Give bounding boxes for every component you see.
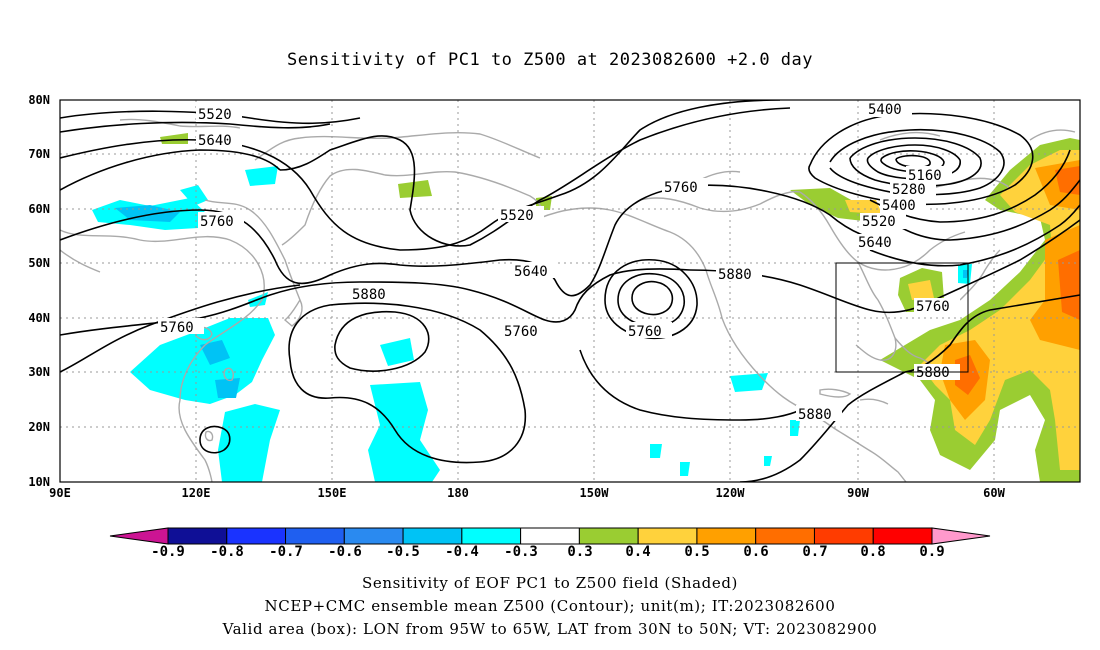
footer-line-2: NCEP+CMC ensemble mean Z500 (Contour); u… [264,597,836,615]
contour-label: 5160 [908,168,942,184]
colorbar-segment [226,527,287,545]
lat-label: 70N [28,147,50,161]
lat-label: 40N [28,311,50,325]
contour-label: 5640 [198,133,232,149]
colorbar-label: 0.9 [919,544,945,560]
lon-label: 90W [847,486,869,500]
colorbar [109,527,991,545]
plot-frame [59,99,1081,483]
colorbar-segment [461,527,522,545]
contour-label: 5760 [504,324,538,340]
contour-label: 5880 [352,287,386,303]
colorbar-label: -0.7 [269,544,303,560]
colorbar-label: -0.8 [210,544,244,560]
colorbar-label: 0.5 [684,544,710,560]
colorbar-label: -0.6 [328,544,362,560]
lon-label: 150W [580,486,610,500]
colorbar-segment [813,527,874,545]
contour-label: 5760 [628,324,662,340]
colorbar-label: 0.8 [860,544,886,560]
colorbar-label: 0.4 [625,544,651,560]
lon-label: 120E [182,486,211,500]
grid-lines [60,100,1080,482]
lat-label: 20N [28,420,50,434]
longitude-labels: 90E 120E 150E 180 150W 120W 90W 60W [49,486,1005,500]
valid-area-box [835,262,969,373]
contour-label: 5520 [500,208,534,224]
colorbar-label: 0.7 [802,544,828,560]
colorbar-label: 0.3 [567,544,593,560]
contour-label: 5760 [200,214,234,230]
colorbar-segment [285,527,345,545]
lat-label: 60N [28,202,50,216]
colorbar-segment [343,527,404,545]
contour-label: 5640 [514,264,548,280]
lat-label: 30N [28,365,50,379]
colorbar-segment [167,527,228,545]
contour-label: 5760 [160,320,194,336]
lat-label: 50N [28,256,50,270]
contour-label: 5640 [858,235,892,251]
lon-label: 120W [716,486,746,500]
lat-label: 80N [28,93,50,107]
colorbar-label: -0.4 [445,544,479,560]
latitude-labels: 80N 70N 60N 50N 40N 30N 20N 10N [28,93,50,489]
colorbar-segment [696,527,757,545]
colorbar-segment [637,527,698,545]
lon-label: 60W [983,486,1005,500]
colorbar-label: -0.9 [151,544,185,560]
negative-sensitivity-shading [92,166,972,482]
contour-label: 5520 [862,214,896,230]
contour-labels: 5520 5640 5760 5520 5640 5760 5880 5760 … [158,101,960,423]
colorbar-label: -0.3 [504,544,538,560]
contour-label: 5760 [916,299,950,315]
contour-label: 5280 [892,182,926,198]
contour-label: 5760 [664,180,698,196]
contour-label: 5400 [882,198,916,214]
positive-sensitivity-shading [160,133,1080,482]
colorbar-label: -0.5 [386,544,420,560]
colorbar-right-arrow [931,527,991,545]
footer-line-3: Valid area (box): LON from 95W to 65W, L… [222,620,878,638]
lon-label: 90E [49,486,71,500]
contour-label: 5400 [868,102,902,118]
contour-label: 5880 [916,365,950,381]
lon-label: 180 [447,486,469,500]
colorbar-left-arrow [109,527,169,545]
colorbar-label: 0.6 [743,544,769,560]
colorbar-segment [578,527,639,545]
colorbar-segment [402,527,463,545]
colorbar-segment [872,527,933,545]
lon-label: 150E [318,486,347,500]
contour-label: 5880 [718,267,752,283]
contour-label: 5520 [198,107,232,123]
footer-line-1: Sensitivity of EOF PC1 to Z500 field (Sh… [361,574,739,592]
contour-label: 5880 [798,407,832,423]
map-title: Sensitivity of PC1 to Z500 at 2023082600… [286,50,813,70]
colorbar-segment [755,527,815,545]
lat-label: 10N [28,475,50,489]
colorbar-segment [520,527,580,545]
